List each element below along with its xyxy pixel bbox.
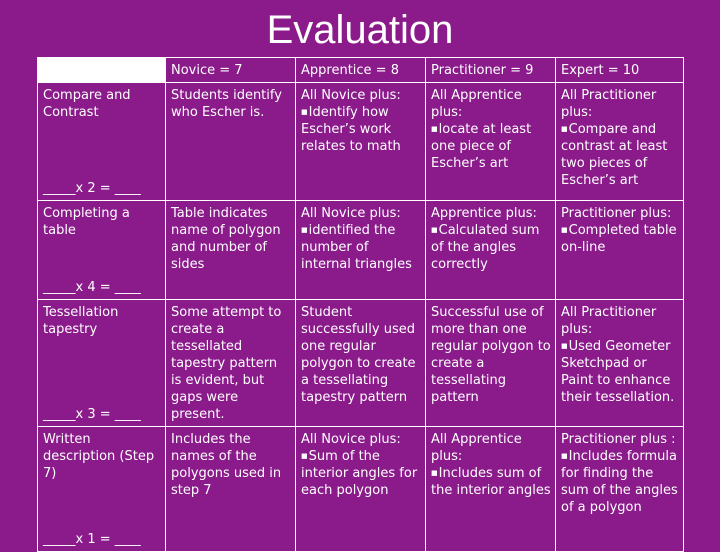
criterion-label: Written description (Step 7) — [43, 432, 155, 481]
level-cell: All Novice plus:Sum of the interior angl… — [295, 426, 426, 552]
level-cell: All Practitioner plus:Used Geometer Sket… — [555, 299, 684, 427]
bullet-item: Identify how Escher’s work relates to ma… — [301, 104, 421, 155]
criterion-label: Tessellation tapestry — [43, 305, 119, 337]
score-multiplier: _____x 4 = ____ — [43, 280, 141, 295]
level-description: All Apprentice plus: — [431, 432, 522, 464]
level-description: All Practitioner plus: — [561, 88, 657, 120]
level-description: All Novice plus: — [301, 432, 401, 447]
level-description: All Practitioner plus: — [561, 305, 657, 337]
level-description: All Novice plus: — [301, 206, 401, 221]
bullet-item: Completed table on-line — [561, 222, 679, 256]
level-cell: Apprentice plus:Calculated sum of the an… — [425, 200, 556, 300]
level-description: All Novice plus: — [301, 88, 401, 103]
level-description: Includes the names of the polygons used … — [171, 432, 282, 498]
level-cell: Student successfully used one regular po… — [295, 299, 426, 427]
criterion-cell: Compare and Contrast _____x 2 = ____ — [37, 82, 166, 201]
table-row: Compare and Contrast _____x 2 = ____ Stude… — [37, 82, 684, 201]
level-cell: Successful use of more than one regular … — [425, 299, 556, 427]
bullet-item: locate at least one piece of Escher’s ar… — [431, 121, 551, 172]
bullet-item: Includes formula for finding the sum of … — [561, 448, 679, 516]
level-cell: Includes the names of the polygons used … — [165, 426, 296, 552]
criterion-label: Compare and Contrast — [43, 88, 131, 120]
level-cell: All Apprentice plus:locate at least one … — [425, 82, 556, 201]
score-multiplier: _____x 3 = ____ — [43, 407, 141, 422]
level-cell: Table indicates name of polygon and numb… — [165, 200, 296, 300]
level-description: Apprentice plus: — [431, 206, 537, 221]
level-description: Practitioner plus: — [561, 206, 672, 221]
level-cell: All Practitioner plus:Compare and contra… — [555, 82, 684, 201]
level-cell: Practitioner plus:Completed table on-lin… — [555, 200, 684, 300]
level-description: Successful use of more than one regular … — [431, 305, 551, 405]
header-novice: Novice = 7 — [165, 57, 296, 83]
bullet-item: Includes sum of the interior angles — [431, 465, 551, 499]
level-cell: Practitioner plus :Includes formula for … — [555, 426, 684, 552]
bullet-item: identified the number of internal triang… — [301, 222, 421, 273]
level-cell: All Apprentice plus:Includes sum of the … — [425, 426, 556, 552]
level-cell: All Novice plus:Identify how Escher’s wo… — [295, 82, 426, 201]
header-expert: Expert = 10 — [555, 57, 684, 83]
criterion-cell: Completing a table _____x 4 = ____ — [37, 200, 166, 300]
bullet-item: Calculated sum of the angles correctly — [431, 222, 551, 273]
header-blank-cell — [37, 57, 166, 83]
level-description: Practitioner plus : — [561, 432, 676, 447]
bullet-item: Sum of the interior angles for each poly… — [301, 448, 421, 499]
table-row: Tessellation tapestry _____x 3 = ____ Some… — [37, 299, 684, 427]
level-cell: Students identify who Escher is. — [165, 82, 296, 201]
level-description: Students identify who Escher is. — [171, 88, 282, 120]
bullet-item: Used Geometer Sketchpad or Paint to enha… — [561, 338, 679, 406]
score-multiplier: _____x 2 = ____ — [43, 181, 141, 196]
header-apprentice: Apprentice = 8 — [295, 57, 426, 83]
level-cell: Some attempt to create a tessellated tap… — [165, 299, 296, 427]
table-row: Written description (Step 7) _____x 1 = _… — [37, 426, 684, 552]
header-row: Novice = 7 Apprentice = 8 Practitioner =… — [37, 57, 684, 83]
table-row: Completing a table _____x 4 = ____ Table i… — [37, 200, 684, 300]
rubric-table: Novice = 7 Apprentice = 8 Practitioner =… — [37, 57, 684, 552]
criterion-cell: Tessellation tapestry _____x 3 = ____ — [37, 299, 166, 427]
bullet-item: Compare and contrast at least two pieces… — [561, 121, 679, 189]
criterion-cell: Written description (Step 7) _____x 1 = _… — [37, 426, 166, 552]
page-title: Evaluation — [266, 8, 454, 52]
level-description: All Apprentice plus: — [431, 88, 522, 120]
level-cell: All Novice plus:identified the number of… — [295, 200, 426, 300]
level-description: Table indicates name of polygon and numb… — [171, 206, 281, 272]
level-description: Some attempt to create a tessellated tap… — [171, 305, 282, 422]
criterion-label: Completing a table — [43, 206, 130, 238]
level-description: Student successfully used one regular po… — [301, 305, 416, 405]
header-practitioner: Practitioner = 9 — [425, 57, 556, 83]
